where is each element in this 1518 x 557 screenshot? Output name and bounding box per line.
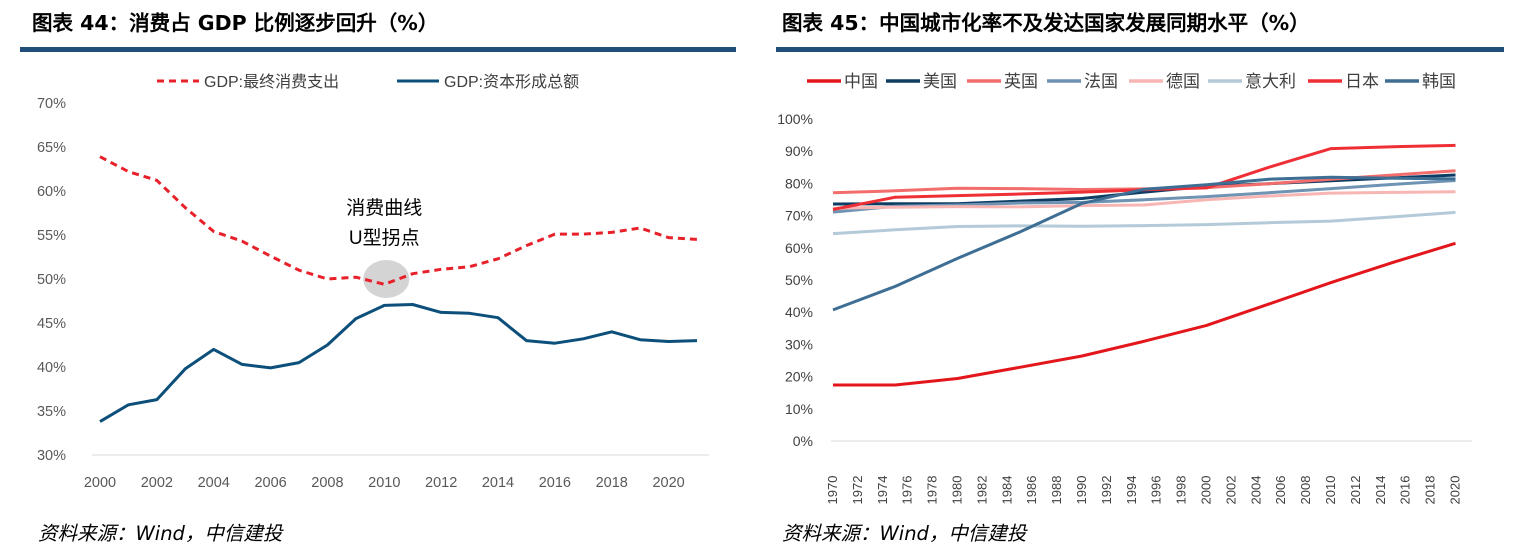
series-line-5 [832, 190, 1456, 210]
series-line-1 [833, 241, 1456, 387]
x-tick-label: 2010 [368, 475, 400, 491]
annotation-line-2: U型拐点 [349, 227, 420, 249]
series-line-1 [99, 155, 698, 286]
legend-label: 中国 [844, 72, 878, 91]
x-tick-label: 1980 [950, 476, 965, 505]
x-tick-label: 2012 [1348, 476, 1363, 505]
x-tick-label: 1998 [1174, 476, 1189, 505]
x-tick-label: 2008 [1298, 476, 1313, 505]
x-tick-label: 2020 [652, 475, 684, 491]
y-tick-label: 55% [37, 228, 66, 244]
legend-label: 美国 [923, 72, 957, 91]
y-tick-label: 30% [37, 448, 66, 464]
title-rule [776, 47, 1504, 52]
x-tick-label: 1976 [900, 476, 915, 505]
x-tick-label: 1988 [1049, 476, 1064, 505]
x-tick-label: 2006 [1273, 476, 1288, 505]
legend-label: 英国 [1004, 72, 1038, 91]
x-tick-label: 2004 [198, 475, 230, 491]
legend-label: GDP:资本形成总额 [444, 73, 579, 91]
legend-label: 法国 [1084, 72, 1118, 91]
series-line-6 [832, 210, 1456, 236]
x-tick-label: 2012 [425, 475, 457, 491]
y-tick-label: 35% [37, 404, 66, 420]
x-tick-label: 1990 [1074, 476, 1089, 505]
x-tick-label: 2004 [1248, 476, 1263, 505]
y-tick-label: 60% [37, 184, 66, 200]
y-tick-label: 40% [37, 360, 66, 376]
x-tick-label: 1972 [850, 476, 865, 505]
y-tick-label: 70% [37, 96, 66, 112]
x-tick-label: 2018 [1423, 476, 1438, 505]
annotation-line-1: 消费曲线 [346, 197, 422, 219]
x-tick-label: 1974 [875, 476, 890, 505]
x-tick-label: 2002 [141, 475, 173, 491]
x-tick-label: 1978 [925, 476, 940, 505]
figure-45-panel: 图表 45：中国城市化率不及发达国家发展同期水平（%） 0% 10% 20% 30% 4… [760, 0, 1518, 557]
x-tick-label: 2000 [84, 475, 116, 491]
source-note: 资料来源：Wind，中信建投 [782, 522, 1027, 545]
x-tick-label: 2008 [311, 475, 343, 491]
x-tick-label: 2006 [254, 475, 286, 491]
x-tick-label: 1994 [1124, 476, 1139, 505]
y-tick-label: 90% [785, 143, 813, 159]
figure-title: 图表 44：消费占 GDP 比例逐步回升（%） [32, 11, 439, 35]
y-tick-label: 65% [37, 140, 66, 156]
legend-label: GDP:最终消费支出 [204, 73, 339, 91]
x-tick-label: 1986 [1024, 476, 1039, 505]
y-tick-label: 100% [777, 111, 813, 127]
x-tick-label: 1992 [1099, 476, 1114, 505]
urbanization-line-chart: 0% 10% 20% 30% 40% 50% 60% 70% 80% 90% 100% 1970 197… [777, 72, 1472, 505]
y-tick-label: 45% [37, 316, 66, 332]
title-rule [20, 47, 736, 52]
y-tick-label: 0% [793, 433, 813, 449]
inflection-highlight [363, 260, 410, 298]
x-tick-label: 2016 [539, 475, 571, 491]
series-line-2 [99, 303, 698, 423]
y-tick-label: 50% [37, 272, 66, 288]
x-tick-label: 1996 [1149, 476, 1164, 505]
x-tick-label: 1970 [825, 476, 840, 505]
y-tick-label: 50% [785, 272, 813, 288]
x-tick-label: 1982 [974, 476, 989, 505]
legend-label: 日本 [1345, 72, 1379, 91]
consumption-gdp-line-chart: 30% 35% 40% 45% 50% 55% 60% 65% 70% 2000 2002 2004 2… [37, 73, 709, 491]
legend-label: 韩国 [1422, 72, 1456, 91]
figure-title: 图表 45：中国城市化率不及发达国家发展同期水平（%） [782, 11, 1310, 35]
y-tick-label: 40% [785, 304, 813, 320]
x-tick-label: 2002 [1223, 476, 1238, 505]
y-tick-label: 30% [785, 336, 813, 352]
series-line-8 [832, 175, 1456, 312]
x-tick-label: 2010 [1323, 476, 1338, 505]
x-tick-label: 2000 [1199, 476, 1214, 505]
legend-label: 意大利 [1245, 72, 1296, 91]
y-tick-label: 10% [785, 401, 813, 417]
x-tick-label: 2018 [596, 475, 628, 491]
legend-label: 德国 [1166, 72, 1200, 91]
figure-44-panel: 图表 44：消费占 GDP 比例逐步回升（%） 30% 35% 40% 45% 50% 5… [0, 0, 758, 557]
source-note: 资料来源：Wind，中信建投 [38, 522, 283, 545]
y-tick-label: 60% [785, 240, 813, 256]
x-tick-label: 2014 [1373, 476, 1388, 505]
y-tick-label: 20% [785, 369, 813, 385]
x-tick-label: 2020 [1448, 476, 1463, 505]
series-line-2 [832, 173, 1456, 206]
y-tick-label: 70% [785, 208, 813, 224]
y-tick-label: 80% [785, 175, 813, 191]
x-tick-label: 2014 [482, 475, 514, 491]
x-tick-label: 2016 [1398, 476, 1413, 505]
x-tick-label: 1984 [999, 476, 1014, 505]
